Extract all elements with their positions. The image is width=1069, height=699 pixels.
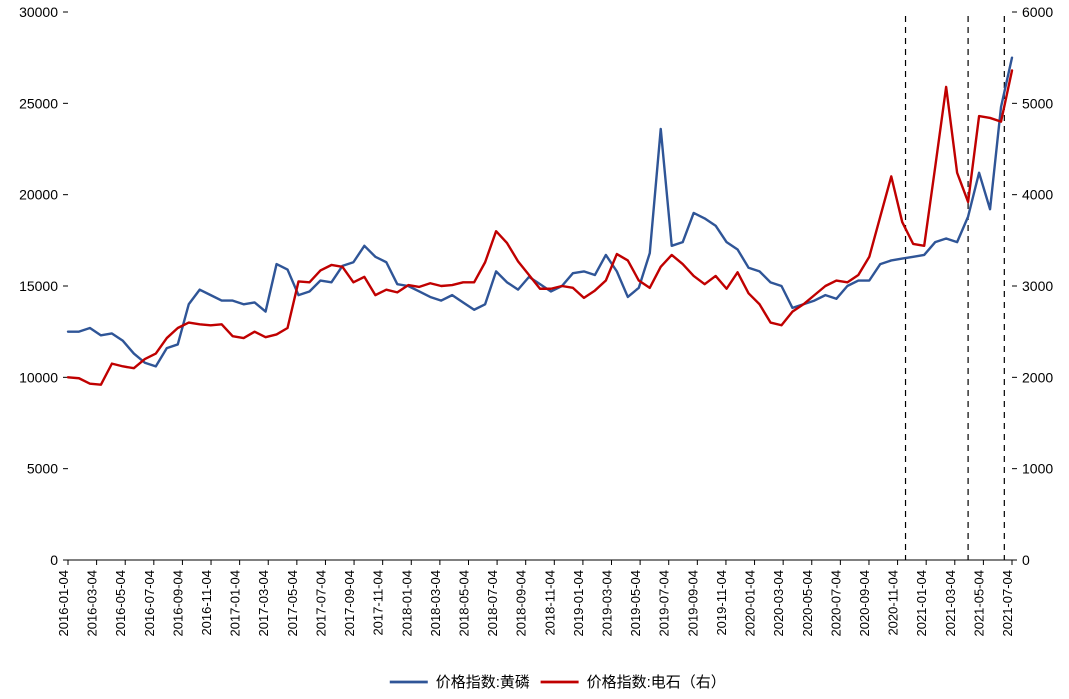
x-tick-label: 2017-01-04 [228,570,243,637]
x-tick-label: 2017-09-04 [342,570,357,637]
price-index-chart: 2016-01-04 2016-03-04 2016-05-04 2016-07-04… [0,0,1069,699]
chart-container: 2016-01-04 2016-03-04 2016-05-04 2016-07-04… [0,0,1069,699]
y-axis-left-labels: 0 5000 10000 15000 20000 25000 30000 [19,4,58,568]
x-tick-label: 2020-07-04 [828,570,843,637]
x-tick-label: 2021-03-04 [943,570,958,637]
y-right-tick-label: 2000 [1022,369,1053,385]
x-tick-label: 2017-11-04 [371,570,386,636]
x-tick-label: 2019-09-04 [685,570,700,637]
x-tick-label: 2017-03-04 [256,570,271,637]
reference-lines [906,16,1005,560]
x-tick-label: 2021-07-04 [1000,570,1015,637]
y-left-tick-label: 10000 [19,369,58,385]
x-tick-label: 2016-11-04 [199,570,214,636]
x-tick-label: 2017-05-04 [285,570,300,637]
x-tick-label: 2016-03-04 [85,570,100,637]
y-right-tick-label: 6000 [1022,4,1053,20]
x-tick-label: 2019-01-04 [571,570,586,637]
x-tick-label: 2020-01-04 [743,570,758,637]
y-left-tick-label: 15000 [19,278,58,294]
legend: 价格指数:黄磷 价格指数:电石（右） [390,674,726,691]
legend-item-label: 价格指数:黄磷 [436,674,530,691]
x-tick-label: 2019-07-04 [657,570,672,637]
x-tick-label: 2019-05-04 [628,570,643,637]
x-tick-label: 2016-01-04 [56,570,71,637]
y-right-tick-label: 4000 [1022,187,1053,203]
x-axis-labels: 2016-01-04 2016-03-04 2016-05-04 2016-07-04… [56,570,1015,637]
x-tick-label: 2021-05-04 [971,570,986,637]
x-tick-label: 2018-05-04 [456,570,471,637]
y-right-tick-label: 1000 [1022,461,1053,477]
x-tick-label: 2021-01-04 [914,570,929,637]
y-left-tick-label: 30000 [19,4,58,20]
x-tick-label: 2018-09-04 [514,570,529,637]
x-tick-label: 2020-03-04 [771,570,786,637]
y-left-tick-label: 0 [50,552,58,568]
x-tick-label: 2016-05-04 [113,570,128,637]
x-tick-label: 2016-09-04 [170,570,185,637]
x-tick-label: 2017-07-04 [313,570,328,637]
x-tick-label: 2020-09-04 [857,570,872,637]
x-tick-label: 2018-11-04 [542,570,557,636]
x-tick-label: 2019-11-04 [714,570,729,636]
series-lines [68,58,1012,385]
series-line-left [68,58,1012,367]
y-right-tick-label: 5000 [1022,95,1053,111]
x-tick-label: 2020-11-04 [886,570,901,636]
x-tick-label: 2018-03-04 [428,570,443,637]
x-tick-label: 2016-07-04 [142,570,157,637]
x-tick-label: 2019-03-04 [600,570,615,637]
x-tick-label: 2018-07-04 [485,570,500,637]
x-tick-label: 2020-05-04 [800,570,815,637]
y-left-tick-label: 20000 [19,187,58,203]
legend-item-label: 价格指数:电石（右） [587,674,726,691]
y-right-tick-label: 0 [1022,552,1030,568]
y-left-tick-label: 25000 [19,95,58,111]
series-line-right [68,70,1012,384]
x-tick-label: 2018-01-04 [399,570,414,637]
y-left-tick-label: 5000 [27,461,58,477]
y-right-tick-label: 3000 [1022,278,1053,294]
y-axis-right-labels: 0 1000 2000 3000 4000 5000 6000 [1022,4,1053,568]
